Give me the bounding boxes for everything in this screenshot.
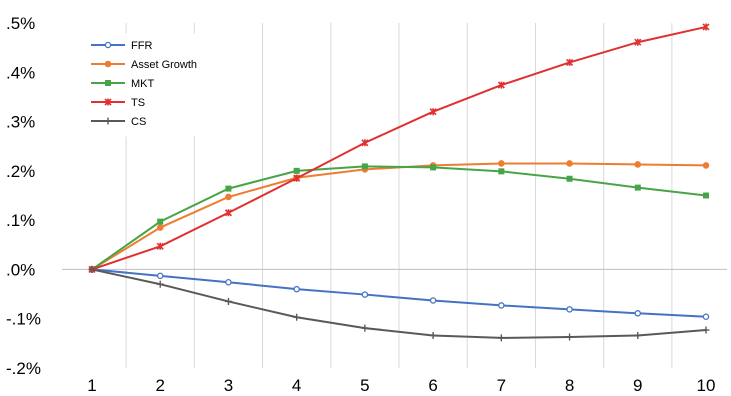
data-point-mkt <box>566 175 573 182</box>
legend-label: Asset Growth <box>131 59 197 71</box>
data-point-mkt <box>634 184 641 191</box>
legend-marker <box>104 60 112 68</box>
data-point-ts <box>156 242 164 250</box>
data-point-mkt <box>361 163 368 170</box>
y-tick-label: .5% <box>6 14 35 33</box>
series-ts <box>88 23 710 273</box>
data-point-ffr <box>634 310 642 317</box>
legend-item-mkt: MKT <box>91 78 155 90</box>
x-tick-label: 9 <box>633 376 642 395</box>
data-point-ffr <box>429 297 437 304</box>
series-line-cs <box>91 268 707 339</box>
y-tick-label: .3% <box>6 113 35 132</box>
x-tick-label: 1 <box>87 376 96 395</box>
data-point-asset-growth <box>225 193 232 201</box>
data-point-mkt <box>498 168 505 175</box>
data-point-cs <box>429 331 437 339</box>
data-point-asset-growth <box>702 162 710 169</box>
data-point-ffr <box>498 302 505 309</box>
y-axis-tick-labels: .5% .4% .3% .2% .1% .0% -.1% -.2% <box>6 14 41 378</box>
data-point-ffr <box>225 278 232 286</box>
data-point-cs <box>497 334 505 342</box>
legend-item-ts: TS <box>91 97 145 109</box>
series-line-mkt <box>91 165 707 271</box>
data-point-mkt <box>430 164 437 171</box>
legend: FFR Asset Growth MKT TS CS <box>85 33 249 137</box>
y-tick-label: .4% <box>6 63 35 82</box>
legend-marker <box>104 98 112 106</box>
data-point-cs <box>224 297 232 305</box>
legend-label: MKT <box>131 78 155 90</box>
data-point-cs <box>156 280 164 288</box>
x-tick-label: 7 <box>497 376 506 395</box>
y-tick-label: -.2% <box>6 359 41 378</box>
data-point-cs <box>361 324 369 332</box>
legend-label: TS <box>131 97 145 109</box>
data-point-ts <box>224 209 233 217</box>
data-point-ts <box>702 23 710 31</box>
data-point-asset-growth <box>566 160 573 167</box>
data-point-cs <box>702 326 710 334</box>
y-tick-label: .1% <box>6 211 35 230</box>
x-tick-label: 3 <box>224 376 233 395</box>
data-point-asset-growth <box>156 224 164 231</box>
data-point-ffr <box>566 306 573 313</box>
data-point-ts <box>361 139 369 147</box>
x-tick-label: 5 <box>360 376 369 395</box>
legend-marker <box>104 41 112 49</box>
x-tick-label: 8 <box>565 376 574 395</box>
legend-item-cs: CS <box>91 116 146 128</box>
legend-marker <box>104 117 112 125</box>
series-line-ts <box>91 25 707 271</box>
y-tick-label: -.1% <box>6 310 41 329</box>
legend-marker <box>105 80 111 86</box>
data-point-asset-growth <box>498 160 505 167</box>
x-tick-label: 10 <box>697 376 716 395</box>
data-point-ffr <box>156 272 164 280</box>
series-lines <box>88 23 710 342</box>
data-point-ts <box>634 38 642 46</box>
legend-item-ffr: FFR <box>91 40 152 52</box>
data-point-cs <box>293 313 301 321</box>
data-point-ts <box>565 58 574 66</box>
data-point-ts <box>497 81 505 89</box>
data-point-ffr <box>361 291 369 298</box>
data-point-cs <box>566 333 574 341</box>
legend-label: CS <box>131 116 146 128</box>
data-point-cs <box>634 331 642 339</box>
data-point-ts <box>429 108 437 116</box>
legend-box <box>85 33 249 137</box>
legend-label: FFR <box>131 40 152 52</box>
x-tick-label: 2 <box>155 376 164 395</box>
data-point-mkt <box>293 167 300 174</box>
series-cs <box>88 265 710 342</box>
data-point-mkt <box>703 192 709 199</box>
data-point-asset-growth <box>634 161 642 168</box>
data-point-ts <box>293 174 301 182</box>
legend-item-asset-growth: Asset Growth <box>91 59 197 71</box>
x-axis-tick-labels: 1 2 3 4 5 6 7 8 9 10 <box>87 376 715 395</box>
data-point-mkt <box>157 218 164 225</box>
y-tick-label: .2% <box>6 162 35 181</box>
x-tick-label: 4 <box>292 376 301 395</box>
y-tick-label: .0% <box>6 260 35 279</box>
x-tick-label: 6 <box>428 376 437 395</box>
data-point-ffr <box>293 285 300 293</box>
data-point-mkt <box>225 185 232 192</box>
data-point-ffr <box>702 313 710 320</box>
series-line-ffr <box>91 268 707 318</box>
data-point-cs <box>88 265 96 273</box>
